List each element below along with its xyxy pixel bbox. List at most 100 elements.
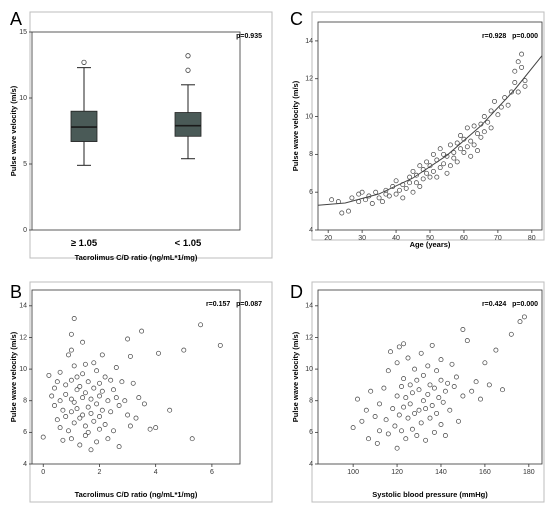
data-point xyxy=(91,385,97,391)
data-point xyxy=(451,150,457,155)
data-point xyxy=(359,189,365,195)
data-point xyxy=(363,407,369,413)
y-tick-label: 6 xyxy=(23,429,27,436)
data-point xyxy=(436,395,442,401)
data-point xyxy=(369,201,375,206)
data-point xyxy=(498,104,504,110)
y-tick-label: 14 xyxy=(305,303,313,310)
data-point xyxy=(91,418,97,424)
data-point xyxy=(417,184,423,189)
data-point xyxy=(427,415,433,421)
stats-annotation: r=0.424 p=0.000 xyxy=(482,301,538,308)
data-point xyxy=(189,436,195,442)
data-point xyxy=(451,384,457,389)
data-point xyxy=(85,404,91,410)
data-point xyxy=(515,89,521,95)
data-point xyxy=(113,365,119,370)
data-point xyxy=(393,191,399,197)
x-tick-label: 60 xyxy=(460,235,468,242)
data-point xyxy=(153,425,159,431)
data-point xyxy=(97,393,102,399)
data-point xyxy=(80,395,86,401)
data-point xyxy=(400,182,406,188)
data-point xyxy=(502,95,508,101)
panel-b: B 4 6 8 10 12 14 Pulse wave velocity (m/s) Tacro… xyxy=(9,281,273,503)
data-point xyxy=(442,433,448,438)
data-point xyxy=(80,412,86,418)
data-point xyxy=(469,388,475,394)
data-point xyxy=(410,168,416,174)
data-point xyxy=(54,417,60,423)
data-point xyxy=(94,439,100,445)
data-point xyxy=(113,395,119,401)
data-point xyxy=(447,142,453,148)
outlier-point xyxy=(185,67,191,73)
data-point xyxy=(102,374,108,380)
data-point xyxy=(74,406,80,412)
data-point xyxy=(414,433,420,438)
data-point xyxy=(505,102,511,108)
data-point xyxy=(403,395,409,401)
data-point xyxy=(74,374,80,380)
data-point xyxy=(409,390,415,396)
data-point xyxy=(77,384,83,389)
y-axis-label: Pulse wave velocity (m/s) xyxy=(9,85,18,176)
x-tick-label: 20 xyxy=(324,235,332,242)
y-tick-label: 14 xyxy=(19,303,27,310)
data-point xyxy=(346,208,351,214)
data-point xyxy=(399,428,404,434)
data-point xyxy=(85,379,91,385)
data-point xyxy=(420,398,426,404)
data-point xyxy=(111,387,116,393)
data-point xyxy=(410,189,416,195)
data-point xyxy=(451,155,457,161)
data-point xyxy=(400,195,406,201)
data-point xyxy=(147,426,153,432)
data-point xyxy=(388,349,393,355)
data-point xyxy=(423,406,429,412)
data-point xyxy=(105,436,111,442)
data-point xyxy=(136,395,142,401)
data-point xyxy=(82,361,88,367)
data-point xyxy=(431,429,437,435)
data-points xyxy=(40,316,223,453)
stats-annotation: p=0.935 xyxy=(236,33,262,40)
data-point xyxy=(509,89,514,95)
y-tick-label: 12 xyxy=(305,334,313,341)
y-tick-label: 10 xyxy=(305,113,313,120)
data-point xyxy=(413,172,419,178)
panel-letter: A xyxy=(10,9,22,29)
data-point xyxy=(82,423,88,429)
data-point xyxy=(412,366,418,372)
data-point xyxy=(416,387,422,393)
y-tick-label: 4 xyxy=(23,461,27,468)
data-point xyxy=(94,368,100,374)
data-points xyxy=(350,314,527,451)
data-point xyxy=(356,199,362,205)
data-point xyxy=(430,168,436,174)
data-point xyxy=(453,374,459,380)
data-point xyxy=(68,396,74,402)
data-point xyxy=(68,347,74,353)
data-point xyxy=(167,407,173,413)
data-point xyxy=(475,148,480,154)
data-point xyxy=(460,327,466,332)
outlier-point xyxy=(185,53,191,59)
box-2 xyxy=(174,53,202,160)
box-iqr xyxy=(174,112,202,137)
plot-area xyxy=(31,31,241,231)
data-point xyxy=(468,138,474,144)
x-tick-label: 100 xyxy=(347,469,359,476)
data-point xyxy=(355,396,360,402)
panel-frame xyxy=(29,281,273,503)
data-point xyxy=(461,150,467,155)
data-point xyxy=(512,80,518,85)
data-point xyxy=(77,442,83,448)
fit-line xyxy=(317,55,543,206)
data-point xyxy=(482,360,488,366)
data-point xyxy=(394,360,400,366)
data-point xyxy=(456,418,461,424)
data-point xyxy=(385,431,391,437)
data-point xyxy=(88,410,94,416)
